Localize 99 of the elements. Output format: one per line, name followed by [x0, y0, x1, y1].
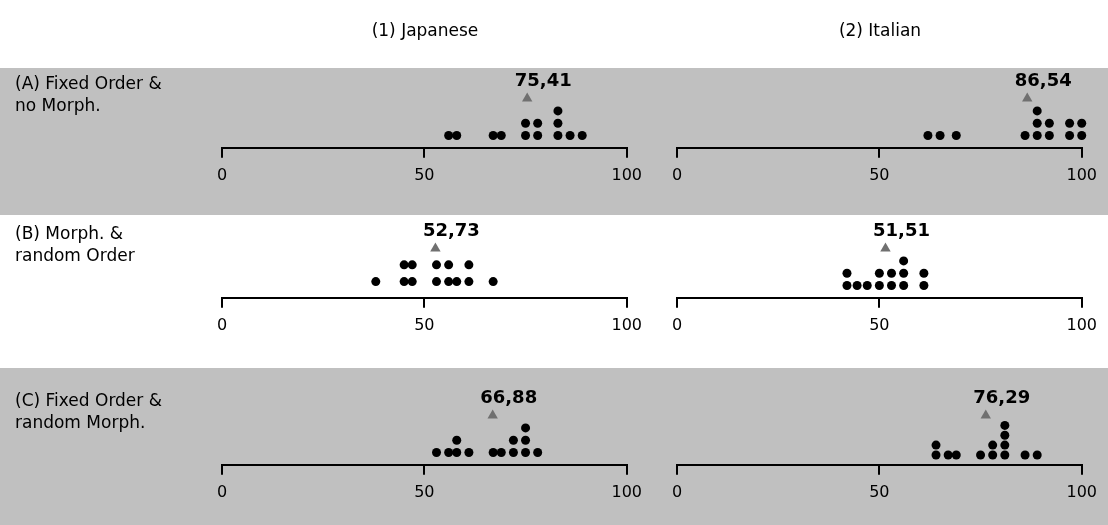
- x-tick-label: 50: [869, 314, 890, 334]
- point: [487, 409, 498, 419]
- point: [1020, 450, 1030, 460]
- point: [521, 423, 531, 433]
- point: [553, 118, 563, 128]
- x-tick-label: 0: [671, 314, 683, 334]
- point: [452, 435, 462, 445]
- point: [862, 281, 872, 290]
- point: [887, 281, 897, 290]
- point: [976, 450, 986, 460]
- x-tick-label: 0: [216, 481, 228, 501]
- x-tick-label: 50: [869, 481, 890, 501]
- point: [931, 450, 941, 460]
- point: [1000, 440, 1010, 450]
- point: [521, 131, 531, 140]
- point: [842, 281, 852, 290]
- point: [444, 131, 454, 140]
- x-tick-label: 0: [216, 314, 228, 334]
- point: [1032, 450, 1042, 460]
- point: [1000, 430, 1010, 440]
- point: [980, 409, 991, 419]
- point: [1065, 131, 1075, 140]
- point: [577, 131, 587, 140]
- annotation: 76,29: [973, 386, 1031, 408]
- y-axis-title: (A) Fixed Order & no Morph.: [15, 72, 163, 116]
- point: [553, 106, 563, 116]
- point: [452, 131, 462, 140]
- point: [521, 448, 531, 457]
- point: [951, 131, 961, 140]
- point: [533, 131, 543, 140]
- point: [852, 281, 862, 290]
- point: [919, 281, 929, 290]
- point: [533, 448, 543, 457]
- point: [931, 440, 941, 450]
- point: [919, 268, 929, 278]
- point: [553, 131, 563, 140]
- point: [951, 450, 961, 460]
- point: [874, 281, 884, 290]
- point: [988, 450, 998, 460]
- point: [521, 435, 531, 445]
- x-tick-label: 100: [611, 481, 642, 501]
- point: [432, 448, 442, 457]
- y-axis-title: (C) Fixed Order & random Morph.: [15, 389, 163, 433]
- point: [1020, 131, 1030, 140]
- x-tick-label: 50: [414, 314, 435, 334]
- chart-title: (2) Italian: [837, 20, 923, 40]
- point: [1077, 118, 1087, 128]
- point: [488, 448, 498, 457]
- x-tick-label: 100: [1066, 164, 1097, 184]
- point: [508, 435, 518, 445]
- point: [452, 448, 462, 457]
- y-axis-title: (B) Morph. & random Order: [15, 222, 136, 266]
- point: [1000, 420, 1010, 430]
- point: [1044, 118, 1054, 128]
- point: [1000, 450, 1010, 460]
- x-tick-label: 0: [671, 164, 683, 184]
- annotation: 52,73: [422, 219, 480, 241]
- x-tick-label: 100: [1066, 314, 1097, 334]
- point: [988, 440, 998, 450]
- point: [488, 131, 498, 140]
- point: [899, 256, 909, 266]
- point: [1065, 118, 1075, 128]
- annotation: 86,54: [1014, 69, 1072, 91]
- point: [923, 131, 933, 140]
- x-tick-label: 50: [414, 164, 435, 184]
- point: [1032, 131, 1042, 140]
- point: [1022, 92, 1033, 102]
- point: [464, 448, 474, 457]
- point: [935, 131, 945, 140]
- point: [1044, 131, 1054, 140]
- point: [1077, 131, 1087, 140]
- x-tick-label: 50: [869, 164, 890, 184]
- x-tick-label: 50: [414, 481, 435, 501]
- point: [522, 92, 533, 102]
- point: [887, 268, 897, 278]
- x-tick-label: 0: [216, 164, 228, 184]
- point: [943, 450, 953, 460]
- x-tick-label: 100: [611, 314, 642, 334]
- point: [444, 448, 454, 457]
- point: [508, 448, 518, 457]
- point: [880, 242, 891, 252]
- point: [496, 448, 506, 457]
- point: [521, 118, 531, 128]
- annotation: 66,88: [480, 386, 538, 408]
- point: [496, 131, 506, 140]
- point: [842, 268, 852, 278]
- x-tick-label: 100: [1066, 481, 1097, 501]
- point: [899, 268, 909, 278]
- point: [565, 131, 575, 140]
- x-tick-label: 0: [671, 481, 683, 501]
- chart-title: (1) Japanese: [370, 20, 480, 40]
- point: [1032, 106, 1042, 116]
- annotation: 75,41: [514, 69, 572, 91]
- point: [533, 118, 543, 128]
- annotation: 51,51: [873, 219, 930, 241]
- point: [874, 268, 884, 278]
- x-tick-label: 100: [611, 164, 642, 184]
- point: [1032, 118, 1042, 128]
- point: [899, 281, 909, 290]
